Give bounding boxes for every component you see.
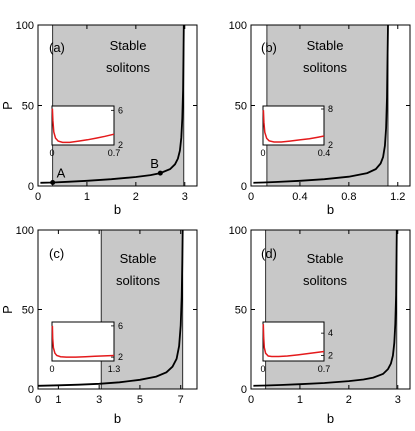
inset-x-tick-label: 1.3 [108,364,121,374]
x-tick-label: 2 [133,191,139,203]
y-tick-label: 100 [229,20,247,32]
power-curve [40,24,185,184]
point-label-a: A [57,165,66,180]
x-tick-label: 1 [84,191,90,203]
inset-y-tick-label: 4 [328,328,333,338]
stable-region [265,229,398,390]
power-curve [37,229,184,387]
x-tick-label: 7 [178,394,184,406]
stable-label: Stable [307,251,344,266]
panel-a: Stable solitons A B 0 1 2 3 0 50 100 b P (a) 0 0.7 6 2 [0,20,198,217]
inset-x-tick-label: 0 [260,364,265,374]
inset-y-tick-label: 6 [118,321,123,331]
inset-y-tick-label: 8 [328,104,333,114]
inset: 0 1.3 6 2 [49,321,123,374]
inset-y-tick-label: 2 [118,352,123,362]
y-axis-label: P [0,305,15,314]
x-tick-label: 1 [297,394,303,406]
x-tick-label: 3 [395,394,401,406]
panel-c: Stable solitons 0 1 3 5 7 0 50 100 b P (c) 0 1.3 6 2 [0,225,198,426]
panel-d: Stable solitons 0 1 2 3 0 50 100 b (d) 0 0.7 4 2 [229,225,411,426]
x-tick-label: 1.2 [390,191,405,203]
inset-y-tick-label: 2 [118,140,123,150]
inset-x-tick-label: 0.4 [318,148,331,158]
y-tick-label: 50 [235,101,247,113]
y-tick-label: 0 [28,181,34,193]
solitons-label: solitons [106,60,151,75]
solitons-label: solitons [303,273,348,288]
x-tick-label: 0 [35,394,41,406]
x-tick-label: 0 [248,191,254,203]
x-axis-label: b [114,202,121,217]
solitons-label: solitons [303,60,348,75]
inset-x-tick-label: 0 [49,148,54,158]
stable-label: Stable [110,38,147,53]
y-tick-label: 0 [241,181,247,193]
y-axis-label: P [0,101,15,110]
inset-frame [51,321,115,362]
inset-frame [262,321,325,362]
inset-y-tick-label: 2 [328,140,333,150]
inset: 0 0.7 6 2 [49,105,123,158]
y-tick-label: 50 [22,305,34,317]
inset-y-tick-label: 6 [118,105,123,115]
x-tick-label: 3 [182,191,188,203]
x-axis-label: b [327,202,334,217]
x-tick-label: 5 [137,394,143,406]
inset-x-tick-label: 0 [49,364,54,374]
panel-b: Stable solitons 0 0.4 0.8 1.2 0 50 100 b (b) 0 0.4 8 2 [229,20,411,217]
y-tick-label: 50 [22,101,34,113]
x-tick-label: 2 [346,394,352,406]
x-tick-label: 1 [55,394,61,406]
inset-x-tick-label: 0 [260,148,265,158]
point-marker-b [157,170,163,176]
inset-x-tick-label: 0.7 [318,364,331,374]
y-tick-label: 0 [28,384,34,396]
x-axis-label: b [114,411,121,426]
y-tick-label: 100 [229,225,247,237]
point-marker-a [50,179,56,185]
panel-letter: (c) [49,246,64,261]
y-tick-label: 100 [16,225,34,237]
inset: 0 0.4 8 2 [260,104,333,158]
x-tick-label: 0 [248,394,254,406]
panel-letter: (b) [261,40,277,55]
stable-label: Stable [307,38,344,53]
inset-x-tick-label: 0.7 [108,148,121,158]
x-tick-label: 0.4 [292,191,307,203]
point-label-b: B [150,156,159,171]
y-tick-label: 50 [235,305,247,317]
x-axis-label: b [327,411,334,426]
stable-label: Stable [120,251,157,266]
inset-frame [262,105,325,146]
solitons-label: solitons [116,273,161,288]
inset-curve [262,110,325,143]
inset-curve [51,325,115,358]
y-tick-label: 100 [16,20,34,32]
x-tick-label: 3 [96,394,102,406]
power-curve [253,229,398,387]
inset: 0 0.7 4 2 [260,321,333,374]
inset-curve [262,324,325,358]
x-tick-label: 0.8 [341,191,356,203]
inset-curve [51,108,115,144]
inset-y-tick-label: 2 [328,350,333,360]
x-tick-label: 0 [35,191,41,203]
panel-letter: (a) [49,40,65,55]
power-curve [253,24,389,184]
stable-region [100,229,184,390]
y-tick-label: 0 [241,384,247,396]
inset-frame [51,105,115,146]
panel-letter: (d) [261,246,277,261]
